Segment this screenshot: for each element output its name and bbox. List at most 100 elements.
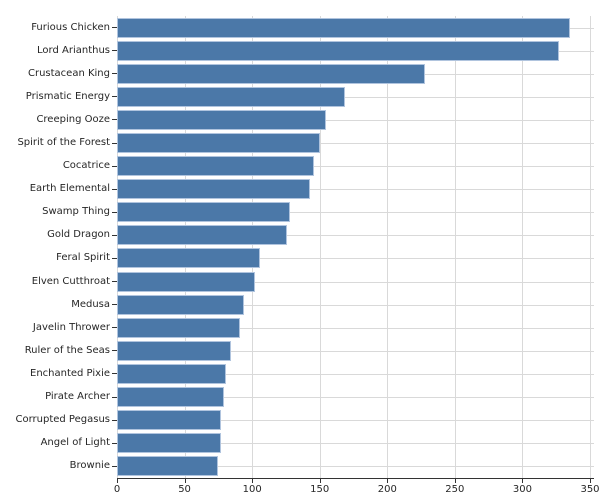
y-tick-label: Creeping Ooze bbox=[36, 113, 110, 125]
y-tick-row: Angel of Light bbox=[0, 432, 117, 455]
x-tick-mark bbox=[387, 479, 389, 483]
bar-row bbox=[117, 362, 594, 385]
bar bbox=[117, 63, 426, 84]
bar-row bbox=[117, 455, 594, 478]
bar bbox=[117, 294, 245, 315]
x-tick-mark bbox=[184, 479, 186, 483]
y-tick-label: Corrupted Pegasus bbox=[15, 414, 111, 426]
bar bbox=[117, 340, 231, 361]
horizontal-gridline bbox=[117, 327, 594, 329]
y-tick-label: Prismatic Energy bbox=[25, 90, 110, 102]
y-tick-mark bbox=[112, 327, 117, 329]
x-axis-line bbox=[117, 478, 594, 479]
y-tick-row: Lord Arianthus bbox=[0, 39, 117, 62]
horizontal-gridline bbox=[117, 281, 594, 283]
y-tick-mark bbox=[112, 119, 117, 121]
horizontal-gridline bbox=[117, 258, 594, 260]
y-tick-row: Crustacean King bbox=[0, 62, 117, 85]
x-tick-mark bbox=[590, 479, 591, 483]
bar bbox=[117, 156, 315, 177]
bar-row bbox=[117, 39, 594, 62]
bar-row bbox=[117, 108, 594, 131]
bar-row bbox=[117, 85, 594, 108]
bar bbox=[117, 363, 227, 384]
bar bbox=[117, 133, 320, 154]
y-tick-row: Prismatic Energy bbox=[0, 85, 117, 108]
y-tick-mark bbox=[112, 165, 117, 167]
bar-row bbox=[117, 201, 594, 224]
horizontal-gridline bbox=[117, 96, 594, 98]
bar bbox=[117, 433, 222, 454]
plot-area bbox=[117, 16, 594, 478]
y-axis-labels: Furious Chicken Lord Arianthus Crustacean … bbox=[0, 16, 117, 478]
bar-row bbox=[117, 432, 594, 455]
y-tick-row: Spirit of the Forest bbox=[0, 131, 117, 154]
y-tick-label: Lord Arianthus bbox=[37, 44, 110, 56]
y-tick-mark bbox=[112, 96, 117, 98]
horizontal-gridline bbox=[117, 443, 594, 445]
y-tick-mark bbox=[112, 281, 117, 283]
y-tick-row: Cocatrice bbox=[0, 155, 117, 178]
bar bbox=[117, 86, 346, 107]
horizontal-gridline bbox=[117, 166, 594, 168]
y-tick-label: Angel of Light bbox=[40, 437, 110, 449]
bar-rows bbox=[117, 16, 594, 478]
bar-row bbox=[117, 62, 594, 85]
y-tick-row: Swamp Thing bbox=[0, 201, 117, 224]
y-tick-label: Gold Dragon bbox=[47, 229, 110, 241]
horizontal-gridline bbox=[117, 212, 594, 214]
vertical-gridline bbox=[522, 16, 524, 478]
bar bbox=[117, 248, 261, 269]
vertical-gridline bbox=[117, 16, 118, 478]
horizontal-gridline bbox=[117, 143, 594, 145]
y-tick-row: Feral Spirit bbox=[0, 247, 117, 270]
x-tick-label: 150 bbox=[310, 484, 330, 495]
x-tick-mark bbox=[252, 479, 254, 483]
y-tick-mark bbox=[112, 27, 117, 29]
y-tick-label: Feral Spirit bbox=[56, 252, 110, 264]
bar-row bbox=[117, 224, 594, 247]
y-tick-mark bbox=[112, 257, 117, 259]
y-tick-row: Ruler of the Seas bbox=[0, 339, 117, 362]
y-tick-label: Cocatrice bbox=[62, 160, 110, 172]
vertical-gridline bbox=[387, 16, 389, 478]
y-tick-label: Furious Chicken bbox=[31, 21, 110, 33]
y-tick-row: Creeping Ooze bbox=[0, 108, 117, 131]
y-tick-mark bbox=[112, 373, 117, 375]
x-tick-mark bbox=[319, 479, 321, 483]
y-tick-mark bbox=[112, 304, 117, 306]
y-tick-row: Javelin Thrower bbox=[0, 316, 117, 339]
y-tick-label: Pirate Archer bbox=[45, 391, 110, 403]
horizontal-gridline bbox=[117, 304, 594, 306]
x-tick-mark bbox=[522, 479, 524, 483]
y-tick-row: Corrupted Pegasus bbox=[0, 409, 117, 432]
y-tick-label: Swamp Thing bbox=[42, 206, 110, 218]
bar-row bbox=[117, 339, 594, 362]
vertical-gridline bbox=[590, 16, 591, 478]
x-tick-label: 350 bbox=[580, 484, 600, 495]
y-tick-mark bbox=[112, 73, 117, 75]
y-tick-mark bbox=[112, 211, 117, 213]
bar-row bbox=[117, 247, 594, 270]
x-tick-label: 250 bbox=[445, 484, 465, 495]
y-tick-label: Medusa bbox=[71, 298, 110, 310]
y-tick-row: Medusa bbox=[0, 293, 117, 316]
y-tick-mark bbox=[112, 350, 117, 352]
horizontal-gridline bbox=[117, 119, 594, 121]
y-tick-mark bbox=[112, 234, 117, 236]
y-tick-row: Pirate Archer bbox=[0, 386, 117, 409]
x-tick-label: 200 bbox=[377, 484, 397, 495]
y-tick-label: Elven Cutthroat bbox=[31, 275, 110, 287]
x-tick-label: 100 bbox=[242, 484, 262, 495]
y-tick-mark bbox=[112, 396, 117, 398]
y-tick-row: Elven Cutthroat bbox=[0, 270, 117, 293]
bar bbox=[117, 40, 559, 61]
bar bbox=[117, 317, 240, 338]
bar bbox=[117, 17, 570, 38]
vertical-gridline bbox=[319, 16, 321, 478]
bar-row bbox=[117, 178, 594, 201]
y-tick-label: Earth Elemental bbox=[29, 183, 110, 195]
y-tick-mark bbox=[112, 142, 117, 144]
y-tick-row: Enchanted Pixie bbox=[0, 362, 117, 385]
